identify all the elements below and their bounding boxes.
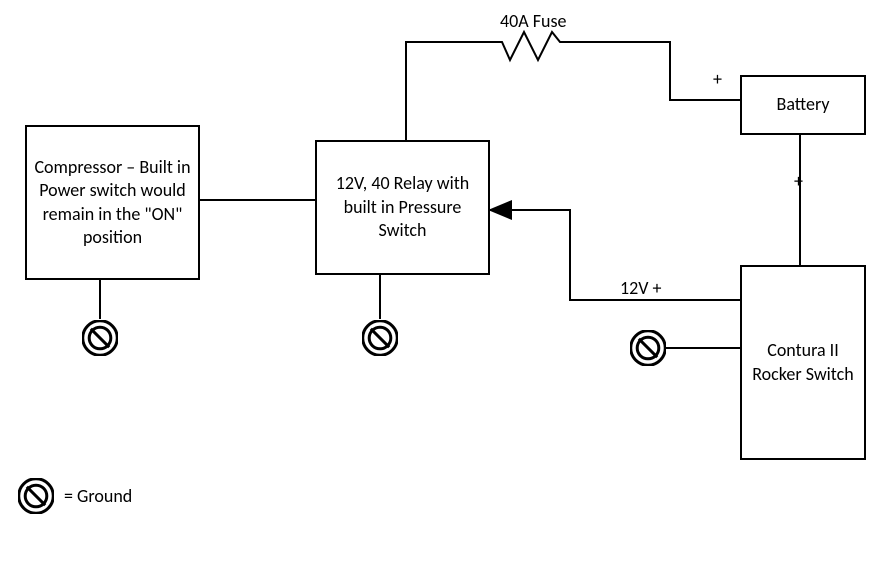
wire-rocker-to-relay [490, 210, 740, 300]
ground-icon [630, 330, 666, 366]
ground-legend: = Ground [18, 478, 132, 514]
rocker-switch-box: Contura II Rocker Switch [740, 265, 866, 460]
ground-legend-text: = Ground [64, 485, 132, 507]
battery-label: Battery [777, 93, 830, 116]
ground-icon [18, 478, 54, 514]
rocker-switch-label: Contura II Rocker Switch [748, 339, 858, 386]
relay-label: 12V, 40 Relay with built in Pressure Swi… [323, 172, 482, 242]
fuse-label: 40A Fuse [500, 10, 566, 32]
fuse-label-text: 40A Fuse [500, 10, 566, 32]
twelve-volt-label: 12V + [620, 277, 662, 299]
twelve-volt-text: 12V + [620, 277, 662, 299]
compressor-box: Compressor – Built in Power switch would… [25, 125, 200, 280]
compressor-label: Compressor – Built in Power switch would… [33, 156, 192, 250]
ground-icon [362, 320, 398, 356]
battery-plus-in-text: + [713, 68, 722, 90]
battery-box: Battery [740, 75, 866, 135]
wire-relay-to-fuse-to-battery [406, 32, 740, 140]
battery-plus-out-label: + [794, 170, 803, 192]
battery-plus-out-text: + [794, 170, 803, 192]
ground-icon [82, 320, 118, 356]
relay-box: 12V, 40 Relay with built in Pressure Swi… [315, 140, 490, 275]
diagram-stage: Compressor – Built in Power switch would… [0, 0, 885, 567]
battery-plus-in-label: + [713, 68, 722, 90]
